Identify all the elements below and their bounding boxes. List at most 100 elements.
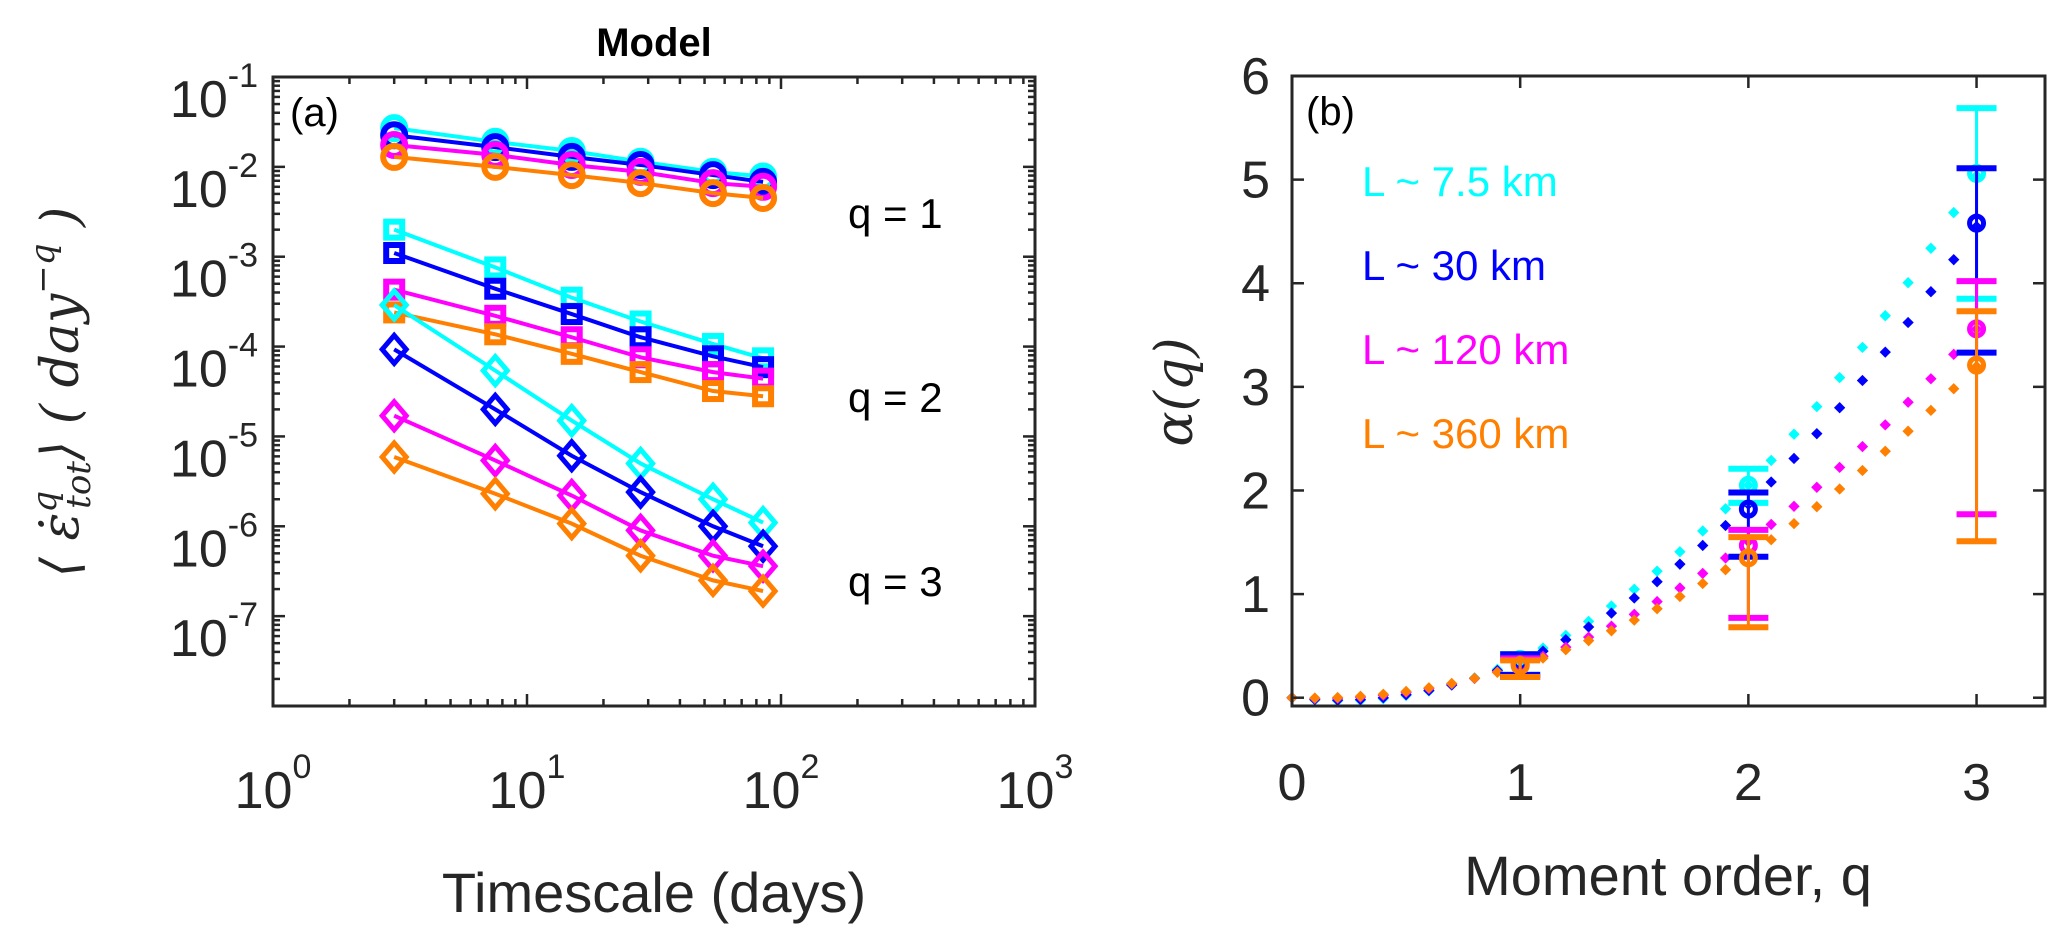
fit-dot — [1582, 635, 1595, 647]
fit-dot — [1948, 383, 1960, 395]
fit-dot — [1765, 476, 1777, 488]
q3-label: q = 3 — [848, 558, 943, 605]
fit-dot — [1309, 692, 1321, 704]
fit-dot — [1811, 501, 1823, 513]
fit-dot — [1925, 286, 1937, 298]
fit-dot — [1811, 400, 1823, 413]
data-point-q2 — [752, 356, 775, 379]
fit-dot — [1651, 565, 1663, 577]
legend-entry: L ~ 7.5 km — [1362, 158, 1558, 205]
fit-dot — [1856, 464, 1869, 477]
data-point-q2 — [702, 332, 725, 355]
fit-dot — [1719, 564, 1732, 576]
fit-dot — [1628, 592, 1640, 604]
fit-dot — [1674, 582, 1686, 594]
data-point-q2 — [383, 218, 406, 241]
y-tick-label: 10-7 — [170, 596, 258, 668]
legend-entry: L ~ 120 km — [1362, 326, 1569, 373]
fit-dot — [1560, 634, 1572, 646]
fit-dot — [1468, 672, 1481, 684]
fit-dot — [1605, 607, 1618, 619]
fit-dot — [1674, 546, 1686, 558]
data-point-q3 — [378, 397, 410, 434]
y-tick-label: 6 — [1241, 48, 1270, 106]
fit-dot — [1879, 310, 1891, 322]
y-tick-label: 10-3 — [170, 237, 258, 309]
fit-dot — [1446, 677, 1458, 690]
data-point-q2 — [484, 323, 507, 346]
data-point — [1967, 355, 1987, 375]
fit-dot — [1879, 419, 1891, 431]
data-point-q3 — [747, 573, 779, 609]
panel-a-title: Model — [596, 21, 712, 65]
y-tick-label: 0 — [1241, 670, 1270, 728]
data-point — [1967, 213, 1987, 233]
fit-dot — [1833, 402, 1846, 414]
y-tick-label: 10-4 — [170, 327, 258, 399]
fit-dot — [1354, 690, 1367, 702]
data-point-q3 — [378, 439, 410, 475]
fit-dot — [1377, 688, 1389, 700]
data-point-q2 — [629, 326, 652, 349]
legend-entry: L ~ 360 km — [1362, 410, 1569, 457]
data-point-q2 — [484, 256, 507, 279]
fit-dot — [1582, 621, 1595, 633]
q1-label: q = 1 — [848, 190, 943, 237]
data-point-q3 — [479, 475, 511, 512]
data-point-q3 — [556, 402, 588, 439]
fit-dot — [1628, 583, 1640, 595]
x-tick-label: 0 — [1278, 754, 1307, 812]
fit-dot — [1331, 691, 1344, 704]
fit-dot — [1902, 316, 1914, 329]
data-point-q3 — [378, 331, 410, 368]
fit-dot — [1948, 206, 1960, 219]
fit-dot — [1879, 346, 1891, 358]
fit-dot — [1423, 682, 1435, 694]
data-point-q2 — [629, 361, 652, 384]
data-point-q1 — [626, 169, 655, 198]
fit-dot — [1879, 445, 1891, 457]
data-point-q3 — [697, 562, 729, 599]
data-point — [1510, 656, 1530, 676]
x-tick-label: 1 — [1506, 754, 1535, 812]
y-tick-label: 10-1 — [170, 57, 258, 129]
fit-dot — [1925, 404, 1937, 417]
fit-dot — [1651, 603, 1663, 615]
x-tick-label: 100 — [235, 748, 312, 820]
fit-dot — [1719, 503, 1732, 515]
data-point-q3 — [479, 442, 511, 479]
fit-dot — [1788, 428, 1800, 440]
panel-a: Model 100 101 102 10310-110-210-310-410-510… — [23, 21, 1073, 924]
fit-dot — [1788, 517, 1800, 530]
fit-dot — [1651, 595, 1663, 608]
y-tick-label: 10-6 — [170, 506, 258, 578]
fit-dot — [1902, 425, 1914, 437]
panel-a-label: (a) — [290, 91, 339, 135]
y-tick-label: 5 — [1241, 152, 1270, 210]
panel-b: 0 1 2 3 0 1 2 3 4 5 6 (b) L ~ 7.5 km L ~ 30 km L ~ 1… — [1145, 48, 2047, 907]
fit-dot — [1811, 481, 1823, 493]
fit-dot — [1400, 685, 1412, 698]
fit-dot — [1697, 525, 1709, 537]
panel-a-xlabel: Timescale (days) — [442, 861, 866, 924]
data-point — [1738, 499, 1758, 519]
data-point-q1 — [557, 161, 586, 190]
panel-a-axes-box — [271, 75, 1037, 708]
fit-dot — [1833, 483, 1846, 495]
fit-dot — [1948, 254, 1960, 266]
data-point-q2 — [560, 303, 583, 326]
y-tick-label: 1 — [1241, 566, 1270, 624]
data-point-q3 — [556, 437, 588, 474]
fit-dot — [1902, 396, 1914, 408]
y-tick-label: 4 — [1241, 255, 1270, 313]
fit-dot — [1628, 608, 1640, 620]
data-point-q2 — [752, 385, 775, 408]
data-point-q3 — [378, 287, 410, 323]
legend: L ~ 7.5 km L ~ 30 km L ~ 120 km L ~ 360 km — [1362, 158, 1569, 457]
data-point-q2 — [484, 277, 507, 300]
x-tick-label: 2 — [1734, 754, 1763, 812]
fit-dot — [1765, 454, 1777, 467]
fit-dot — [1856, 440, 1869, 453]
fit-dot — [1833, 461, 1846, 474]
data-point-q1 — [380, 131, 409, 160]
